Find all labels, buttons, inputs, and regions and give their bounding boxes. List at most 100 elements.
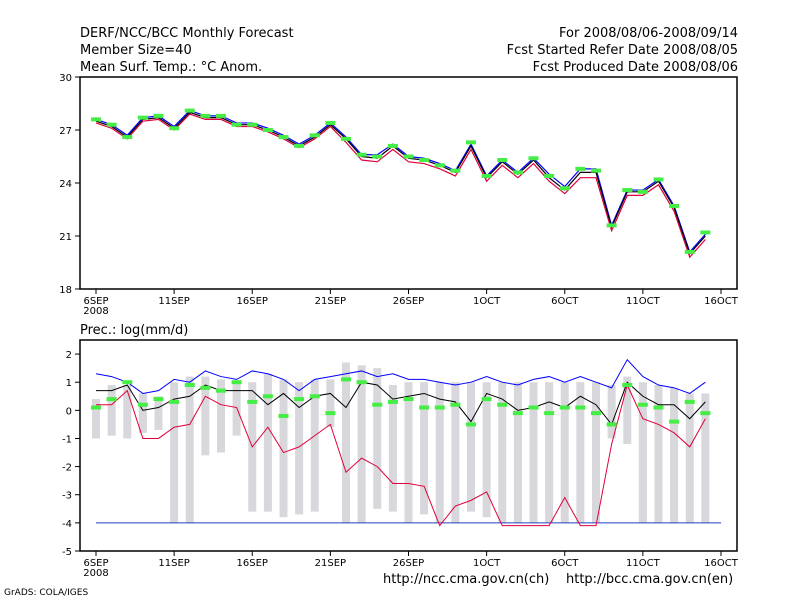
precip-x-tick-label: 1OCT	[473, 558, 501, 569]
precip-range-bar	[310, 379, 319, 512]
precip-range-bar	[435, 382, 444, 523]
precip-marker	[466, 422, 476, 427]
precip-x-tick-label: 21SEP	[315, 558, 346, 569]
temp-x-tick-year-label: 2008	[83, 306, 108, 317]
temp-marker	[216, 113, 226, 118]
temp-y-tick-label: 21	[59, 232, 72, 243]
temp-marker	[559, 186, 570, 191]
precip-range-bar	[107, 385, 116, 436]
precip-marker	[278, 413, 289, 418]
temp-y-tick-label: 18	[59, 285, 72, 296]
temp-marker	[403, 154, 414, 159]
precip-x-tick-label: 6OCT	[551, 558, 579, 569]
temp-marker	[325, 120, 336, 125]
precip-x-tick-label: 6SEP	[83, 558, 108, 569]
forecast-started-date: Fcst Started Refer Date 2008/08/05	[506, 43, 738, 58]
precip-range-bar	[576, 382, 585, 523]
precip-x-tick-label: 11OCT	[626, 558, 661, 569]
precip-range-bar	[217, 379, 225, 453]
temp-marker	[278, 135, 289, 140]
temp-marker	[684, 249, 695, 254]
precip-range-bar	[263, 373, 272, 512]
precip-marker	[403, 397, 414, 402]
precip-range-bar	[482, 382, 491, 518]
temp-marker	[419, 158, 430, 163]
precip-marker	[606, 422, 617, 427]
temp-marker	[544, 173, 555, 178]
precip-range-bar	[670, 387, 679, 523]
temp-mean-line	[95, 111, 706, 255]
temp-marker	[637, 189, 648, 194]
precip-marker	[184, 383, 195, 388]
precip-y-tick-label: 2	[66, 350, 72, 361]
precip-range-bar	[138, 393, 147, 433]
precip-marker	[106, 397, 117, 402]
temp-marker	[137, 115, 148, 120]
precip-mean-line	[96, 381, 706, 426]
precip-marker	[341, 377, 351, 382]
precip-marker	[637, 402, 648, 407]
precip-range-bar	[342, 362, 350, 523]
precip-marker	[153, 397, 164, 402]
temp-marker	[481, 173, 492, 178]
precip-marker	[528, 405, 539, 410]
precip-x-tick-label: 11SEP	[158, 558, 189, 569]
temp-marker	[387, 143, 398, 148]
precip-range-bar	[388, 385, 397, 512]
url-chinese[interactable]: http://ncc.cma.gov.cn(ch)	[383, 572, 550, 587]
precip-y-tick-label: -4	[62, 519, 72, 530]
precip-range-bar	[560, 382, 569, 523]
precip-marker	[122, 380, 133, 385]
precip-marker	[372, 402, 383, 407]
precip-range-bar	[498, 382, 507, 523]
temp-marker	[231, 122, 242, 127]
chart-title: DERF/NCC/BCC Monthly Forecast	[80, 26, 294, 41]
precip-range-bar	[357, 365, 366, 523]
forecast-produced-date: Fcst Produced Date 2008/08/06	[532, 60, 738, 75]
precip-range-bar	[545, 382, 554, 523]
precip-marker	[294, 397, 305, 402]
temp-marker	[700, 230, 711, 235]
precip-y-tick-label: -3	[62, 491, 72, 502]
precip-range-bar	[467, 382, 475, 512]
temp-marker	[262, 128, 273, 132]
precip-marker	[137, 402, 148, 407]
temp-marker	[341, 136, 351, 141]
precip-marker	[591, 411, 601, 416]
temp-marker	[450, 168, 461, 173]
precip-marker	[653, 405, 664, 410]
precip-marker	[309, 394, 320, 399]
temp-plot-frame	[79, 76, 738, 290]
precip-range-bar	[295, 382, 304, 515]
precip-marker	[216, 388, 226, 393]
precip-marker	[91, 405, 101, 410]
temp-marker	[372, 154, 383, 159]
precip-range-bar	[623, 376, 632, 445]
precip-marker	[262, 394, 273, 399]
temp-x-tick-label: 6SEP	[83, 296, 108, 307]
temp-marker	[528, 156, 539, 161]
precip-range-bar	[404, 382, 413, 523]
precip-y-tick-label: -1	[62, 434, 72, 445]
precip-range-bar	[529, 382, 538, 523]
precip-marker	[622, 383, 633, 388]
temp-lower-line	[95, 113, 706, 259]
url-english[interactable]: http://bcc.cma.gov.cn(en)	[566, 572, 734, 587]
precip-marker	[434, 405, 445, 410]
precip-range-bar	[451, 382, 460, 523]
temp-marker	[91, 117, 101, 122]
temp-x-tick-label: 1OCT	[473, 296, 501, 307]
temp-marker	[122, 135, 133, 140]
precip-range-bar	[201, 376, 210, 456]
precip-title: Prec.: log(mm/d)	[80, 323, 189, 338]
precip-marker	[356, 380, 367, 385]
temp-x-tick-label: 21SEP	[315, 296, 346, 307]
temp-marker	[466, 140, 476, 145]
precip-range-bar	[123, 385, 132, 439]
variable-label: Mean Surf. Temp.: °C Anom.	[80, 60, 263, 75]
temp-marker	[497, 158, 508, 163]
precip-marker	[544, 411, 555, 416]
temp-x-tick-label: 26SEP	[393, 296, 424, 307]
precip-y-tick-label: -5	[62, 547, 72, 558]
